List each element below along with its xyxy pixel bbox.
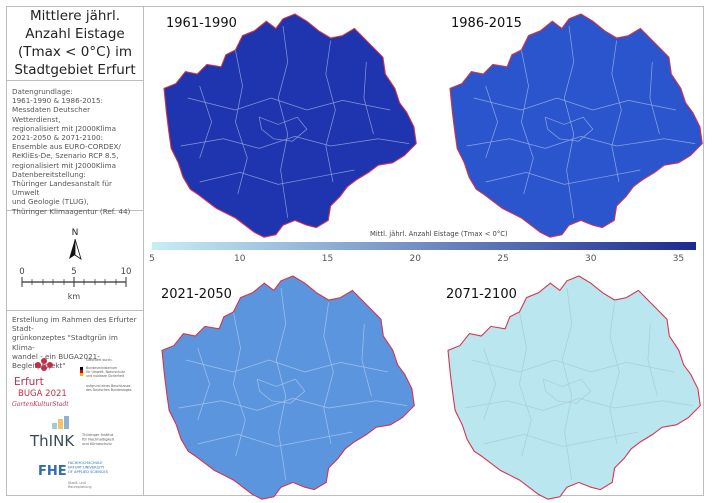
think-sub: Thüringer Institut für Nachhaltigkeit un… [81,433,115,446]
legend-tick-5: 5 [149,254,155,264]
north-and-scale-panel: N 0 5 10 km [6,211,144,311]
bmu-text: Gefördert durch: Bundesministerium für U… [86,358,132,392]
map-1986-2015 [449,13,703,238]
think-name: ThINK [29,432,75,450]
logos-svg: Erfurt BUGA 2021 GartenKulturStadt Geför… [12,358,132,489]
legend-tick-35: 35 [672,254,685,264]
think-sub-1: Thüringer Institut [81,433,114,437]
legend-tick-25: 25 [497,254,509,264]
scale-unit: km [68,292,81,301]
legend-colorbar [152,242,696,250]
fhe-sub2-2: Raumplanung [68,485,92,489]
legend-tick-10: 10 [234,254,246,264]
page-title: Mittlere jährl. Anzahl Eistage (Tmax < 0… [14,8,136,78]
fhe-sub: FACHHOCHSCHULE ERFURT UNIVERSITY OF APPL… [68,461,109,474]
buga-logo: Erfurt BUGA 2021 GartenKulturStadt [12,358,69,408]
bmu-line-5: aufgrund eines Beschlusses [86,384,131,388]
fhe-logo: FHE FACHHOCHSCHULE ERFURT UNIVERSITY OF … [38,461,109,489]
credit-panel: Erstellung im Rahmen des Erfurter Stadt-… [6,311,144,496]
map-2021-2050 [161,275,415,500]
bmu-logo: Gefördert durch: Bundesministerium für U… [80,358,132,392]
fhe-name: FHE [38,464,67,479]
think-sub-2: für Nachhaltigkeit [82,438,115,442]
think-sub-3: und Klimaschutz [82,442,112,446]
think-logo: ThINK Thüringer Institut für Nachhaltigk… [29,416,115,450]
buga-line2: BUGA 2021 [18,389,67,399]
fhe-sub-1: FACHHOCHSCHULE [68,461,103,465]
legend-tick-15: 15 [321,254,334,264]
buga-line3: GartenKulturStadt [12,401,69,408]
bmu-line-2: Bundesministerium [86,366,117,370]
map-1961-1990 [163,13,417,238]
page-frame [6,6,704,496]
legend-tick-30: 30 [584,254,597,264]
bmu-line-6: des Deutschen Bundestages [86,388,132,392]
legend-tick-20: 20 [409,254,421,264]
title-panel: Mittlere jährl. Anzahl Eistage (Tmax < 0… [6,6,144,81]
scale-tick-10: 10 [121,267,132,277]
scale-bar [21,277,127,287]
data-source-text: Datengrundlage: 1961-1990 & 1986-2015: M… [6,81,144,216]
fhe-sub-3: OF APPLIED SCIENCES [68,470,109,474]
map-title-1986-2015: 1986-2015 [451,16,522,31]
legend-title: Mittl. jährl. Anzahl Eistage (Tmax < 0°C… [370,230,508,238]
sidebar: Mittlere jährl. Anzahl Eistage (Tmax < 0… [6,6,144,496]
map-fill-0 [164,14,417,238]
bmu-line-3: für Umwelt, Naturschutz [86,370,125,374]
map-fill-3 [448,276,701,500]
north-arrow-icon [69,238,82,260]
fhe-sub2: Stadt- und Raumplanung [68,481,92,489]
map-title-2021-2050: 2021-2050 [161,287,232,302]
map-title-1961-1990: 1961-1990 [166,16,237,31]
map-fill-1 [450,14,703,238]
north-label: N [72,228,79,238]
scale-tick-0: 0 [19,267,24,277]
buga-line1: Erfurt [14,376,44,388]
map-2071-2100 [447,275,701,500]
fhe-sub-2: ERFURT UNIVERSITY [68,466,105,470]
north-scale-svg: N 0 5 10 km [19,228,132,301]
map-title-2071-2100: 2071-2100 [446,287,517,302]
map-fill-2 [162,276,415,500]
bmu-line-4: und nukleare Sicherheit [86,374,125,378]
scale-tick-5: 5 [71,267,76,277]
fhe-sub2-1: Stadt- und [68,481,86,485]
bmu-line-1: Gefördert durch: [86,358,112,362]
